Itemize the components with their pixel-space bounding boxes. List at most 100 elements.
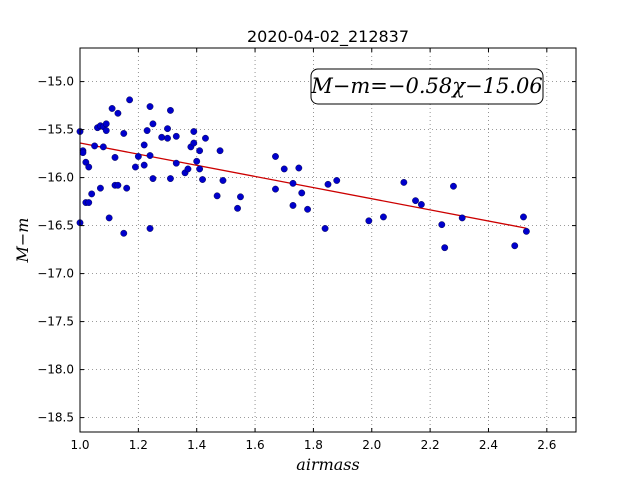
data-point	[450, 182, 457, 190]
data-point	[417, 201, 425, 208]
data-point	[123, 184, 131, 192]
data-point	[172, 159, 180, 167]
data-point	[149, 120, 157, 128]
data-point	[321, 225, 329, 232]
data-point	[272, 185, 279, 193]
data-point	[295, 164, 303, 172]
data-point	[132, 163, 139, 171]
data-point	[114, 109, 122, 117]
data-point	[213, 192, 221, 200]
y-tick-label: −17.5	[37, 315, 74, 329]
y-axis-label: M−m	[13, 218, 32, 264]
y-tick-label: −15.5	[37, 123, 74, 137]
data-point	[146, 103, 154, 110]
data-point	[400, 178, 408, 186]
data-point	[79, 149, 87, 157]
data-point	[120, 229, 128, 237]
data-point	[149, 175, 157, 182]
data-point	[91, 142, 98, 150]
data-point	[190, 139, 198, 147]
data-point	[140, 161, 148, 169]
data-point	[97, 184, 104, 192]
x-tick-label: 1.8	[304, 438, 323, 452]
x-tick-label: 2.2	[421, 438, 440, 452]
data-point	[272, 153, 279, 160]
data-point	[126, 96, 134, 104]
data-point	[88, 190, 96, 198]
data-point	[164, 125, 171, 133]
data-point	[196, 165, 204, 173]
y-tick-label: −18.0	[37, 363, 74, 377]
data-point	[219, 177, 227, 184]
data-point	[114, 181, 122, 189]
data-point	[511, 242, 519, 250]
x-tick-label: 2.6	[537, 438, 556, 452]
data-point	[298, 189, 306, 197]
axis-ticks	[79, 48, 576, 432]
data-point	[237, 193, 244, 201]
data-point	[102, 127, 110, 134]
data-point	[140, 141, 148, 149]
data-point	[199, 176, 206, 183]
data-point	[105, 214, 113, 222]
data-point	[167, 107, 174, 114]
y-tick-label: −16.0	[37, 171, 74, 185]
x-tick-label: 2.0	[362, 438, 381, 452]
data-point	[167, 175, 174, 182]
fit-annotation-box: M−m=−0.58χ−15.06	[310, 68, 544, 105]
axes-background	[80, 48, 576, 432]
data-point	[172, 132, 180, 140]
x-tick-label: 1.2	[129, 438, 148, 452]
data-point	[412, 197, 419, 205]
plot-area	[76, 47, 577, 433]
data-point	[111, 154, 119, 161]
data-point	[304, 205, 311, 213]
data-points	[76, 96, 530, 252]
data-point	[158, 133, 166, 141]
fit-line	[79, 142, 527, 229]
data-point	[134, 153, 142, 160]
data-point	[289, 202, 297, 209]
data-point	[193, 157, 201, 165]
y-tick-label: −15.0	[37, 75, 74, 89]
data-point	[146, 152, 154, 159]
tick-labels: 1.0 1.2 1.4 1.6 1.8 2.0 2.2 2.4 2.6 −15.0 −15.5 −16…	[37, 75, 556, 452]
x-axis-label: airmass	[296, 455, 359, 474]
x-tick-label: 1.6	[246, 438, 265, 452]
data-point	[143, 127, 151, 134]
data-point	[184, 165, 192, 173]
x-tick-label: 2.4	[479, 438, 498, 452]
fit-equation-text: M−m=−0.58χ−15.06	[310, 74, 542, 98]
data-point	[458, 214, 466, 222]
data-point	[333, 177, 341, 184]
chart-title: 2020-04-02_212837	[247, 27, 409, 47]
data-point	[202, 134, 209, 142]
axes-frame	[79, 47, 577, 433]
y-tick-label: −16.5	[37, 219, 74, 233]
data-point	[190, 128, 198, 135]
grid-lines	[79, 48, 576, 432]
x-tick-label: 1.4	[187, 438, 206, 452]
fit-line-group	[79, 142, 527, 229]
annotation-frame	[310, 68, 544, 105]
data-point	[441, 244, 449, 252]
data-point	[120, 130, 128, 137]
data-point	[102, 120, 110, 128]
data-point	[289, 179, 297, 187]
data-point	[324, 180, 332, 188]
data-point	[196, 147, 204, 155]
data-point	[164, 134, 171, 142]
data-point	[365, 217, 373, 225]
data-point	[85, 199, 93, 206]
data-point	[85, 163, 93, 171]
data-point	[280, 165, 288, 173]
data-point	[523, 227, 530, 235]
data-point	[146, 225, 154, 232]
x-tick-label: 1.0	[70, 438, 89, 452]
data-point	[438, 221, 446, 229]
data-point	[520, 213, 527, 221]
y-tick-label: −17.0	[37, 267, 74, 281]
data-point	[108, 105, 116, 112]
data-point	[234, 204, 241, 212]
